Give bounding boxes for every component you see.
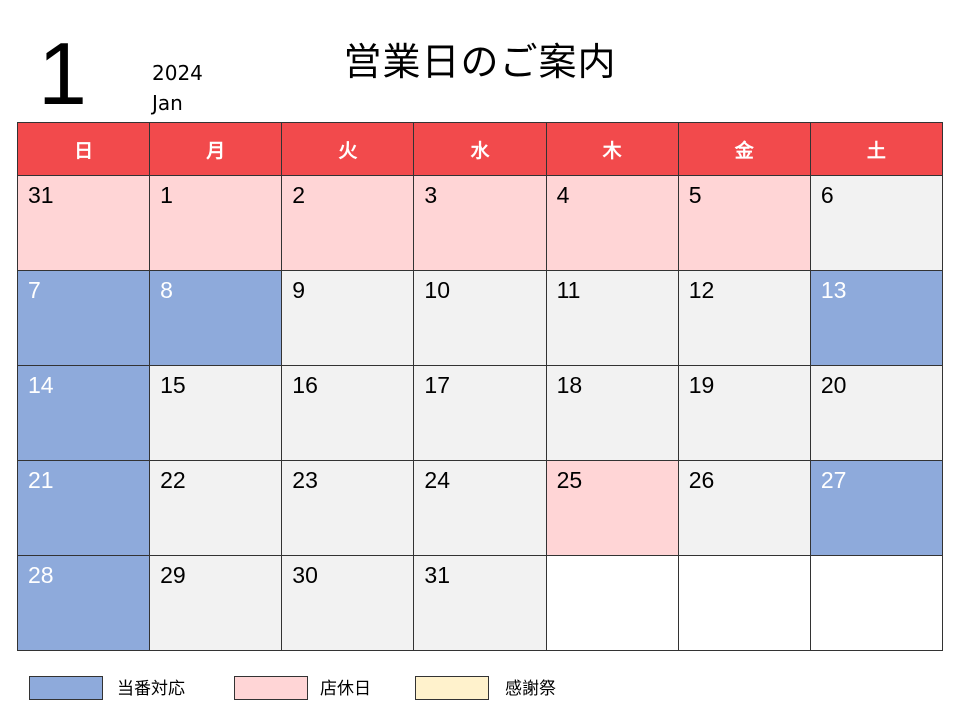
calendar-day-cell: 31: [16, 175, 151, 271]
calendar-day-cell: 16: [281, 365, 415, 461]
weekday-mon: 月: [149, 122, 283, 176]
weekday-sat: 土: [809, 122, 944, 176]
weekday-wed: 水: [413, 122, 547, 176]
calendar-day-number: 11: [556, 277, 581, 303]
calendar-day-cell: 17: [413, 365, 547, 461]
calendar-day-cell: 29: [149, 555, 283, 651]
calendar-day-number: 27: [820, 467, 847, 493]
weekday-thu: 木: [545, 122, 679, 176]
calendar-day-number: 13: [820, 277, 847, 303]
calendar-day-number: 31: [28, 182, 54, 208]
calendar-day-cell: 28: [16, 555, 151, 651]
calendar-day-cell: 4: [545, 175, 679, 271]
legend-label-closed: 店休日: [320, 679, 371, 699]
calendar-day-number: 17: [424, 372, 451, 398]
calendar-day-number: 4: [556, 182, 570, 208]
calendar-day-number: 22: [160, 467, 186, 493]
page-title: 営業日のご案内: [343, 40, 617, 84]
calendar-day-cell: [677, 555, 811, 651]
calendar-week-row: 7 8 9 10 11 12 13: [16, 270, 944, 366]
calendar-week-row: 14 15 16 17 18 19 20: [16, 365, 944, 461]
calendar-day-number: 29: [160, 562, 186, 588]
calendar-day-number: 24: [424, 467, 451, 493]
calendar-day-number: [811, 556, 942, 562]
calendar-week-row: 28 29 30 31: [16, 555, 944, 651]
calendar-day-number: 9: [292, 277, 306, 303]
legend-swatch-closed: [234, 676, 308, 700]
year-label: 2024: [152, 61, 203, 85]
calendar-day-number: 15: [160, 372, 186, 398]
calendar-day-number: 3: [424, 182, 438, 208]
calendar-day-number: 31: [424, 562, 451, 588]
calendar-day-number: 7: [28, 277, 41, 303]
calendar-day-number: 21: [28, 467, 54, 493]
calendar-day-cell: 18: [545, 365, 679, 461]
calendar-day-number: 25: [556, 467, 583, 493]
calendar-day-cell: 23: [281, 460, 415, 556]
calendar-day-cell: 13: [809, 270, 944, 366]
calendar-day-number: 26: [688, 467, 715, 493]
legend-label-thanks: 感謝祭: [505, 679, 556, 699]
calendar-day-cell: 27: [809, 460, 944, 556]
legend-swatch-thanks: [415, 676, 489, 700]
calendar-day-cell: 22: [149, 460, 283, 556]
legend: 当番対応 店休日 感謝祭: [0, 676, 960, 704]
calendar-day-number: 18: [556, 372, 583, 398]
calendar-day-cell: 31: [413, 555, 547, 651]
calendar-day-cell: 5: [677, 175, 811, 271]
weekday-tue: 火: [281, 122, 415, 176]
calendar-day-number: 16: [292, 372, 318, 398]
legend-label-duty: 当番対応: [117, 679, 185, 699]
weekday-fri: 金: [677, 122, 811, 176]
calendar-day-cell: 11: [545, 270, 679, 366]
calendar-day-number: 30: [292, 562, 318, 588]
calendar-day-cell: 25: [545, 460, 679, 556]
legend-swatch-duty: [29, 676, 103, 700]
calendar-day-cell: 19: [677, 365, 811, 461]
weekday-header-row: 日 月 火 水 木 金 土: [16, 122, 944, 176]
weekday-sun: 日: [16, 122, 151, 176]
calendar-day-number: 10: [424, 277, 451, 303]
calendar-day-number: 19: [688, 372, 715, 398]
calendar-day-cell: 9: [281, 270, 415, 366]
calendar-day-cell: 3: [413, 175, 547, 271]
calendar-day-number: 8: [160, 277, 173, 303]
calendar-week-row: 21 22 23 24 25 26 27: [16, 460, 944, 556]
calendar-grid: 日 月 火 水 木 金 土 31 1 2 3 4 5 6 7 8 9 10 11 12 13 14 15 16 1…: [16, 122, 944, 651]
calendar-day-cell: 15: [149, 365, 283, 461]
calendar-day-cell: 24: [413, 460, 547, 556]
calendar-day-cell: 2: [281, 175, 415, 271]
calendar-day-cell: 26: [677, 460, 811, 556]
calendar-day-cell: 30: [281, 555, 415, 651]
calendar-day-number: 28: [28, 562, 54, 588]
calendar-day-cell: 20: [809, 365, 944, 461]
calendar-day-cell: 10: [413, 270, 547, 366]
calendar-day-number: 5: [688, 182, 702, 208]
calendar-day-number: 12: [688, 277, 715, 303]
calendar-day-number: 20: [820, 372, 847, 398]
calendar-day-number: 23: [292, 467, 318, 493]
calendar-day-cell: 6: [809, 175, 944, 271]
calendar-day-cell: 14: [16, 365, 151, 461]
calendar-day-number: [547, 556, 678, 562]
calendar-day-cell: [545, 555, 679, 651]
calendar-day-cell: 21: [16, 460, 151, 556]
calendar-day-number: 2: [292, 182, 306, 208]
calendar-day-cell: 8: [149, 270, 283, 366]
calendar-day-cell: 12: [677, 270, 811, 366]
calendar-week-row: 31 1 2 3 4 5 6: [16, 175, 944, 271]
calendar-day-cell: 7: [16, 270, 151, 366]
calendar-day-cell: [809, 555, 944, 651]
month-number: 1: [38, 24, 87, 123]
month-name-label: Jan: [152, 91, 183, 115]
calendar-day-number: 1: [160, 182, 173, 208]
calendar-day-number: [679, 556, 810, 562]
calendar-day-number: 14: [28, 372, 54, 398]
calendar-day-number: 6: [820, 182, 834, 208]
calendar-day-cell: 1: [149, 175, 283, 271]
